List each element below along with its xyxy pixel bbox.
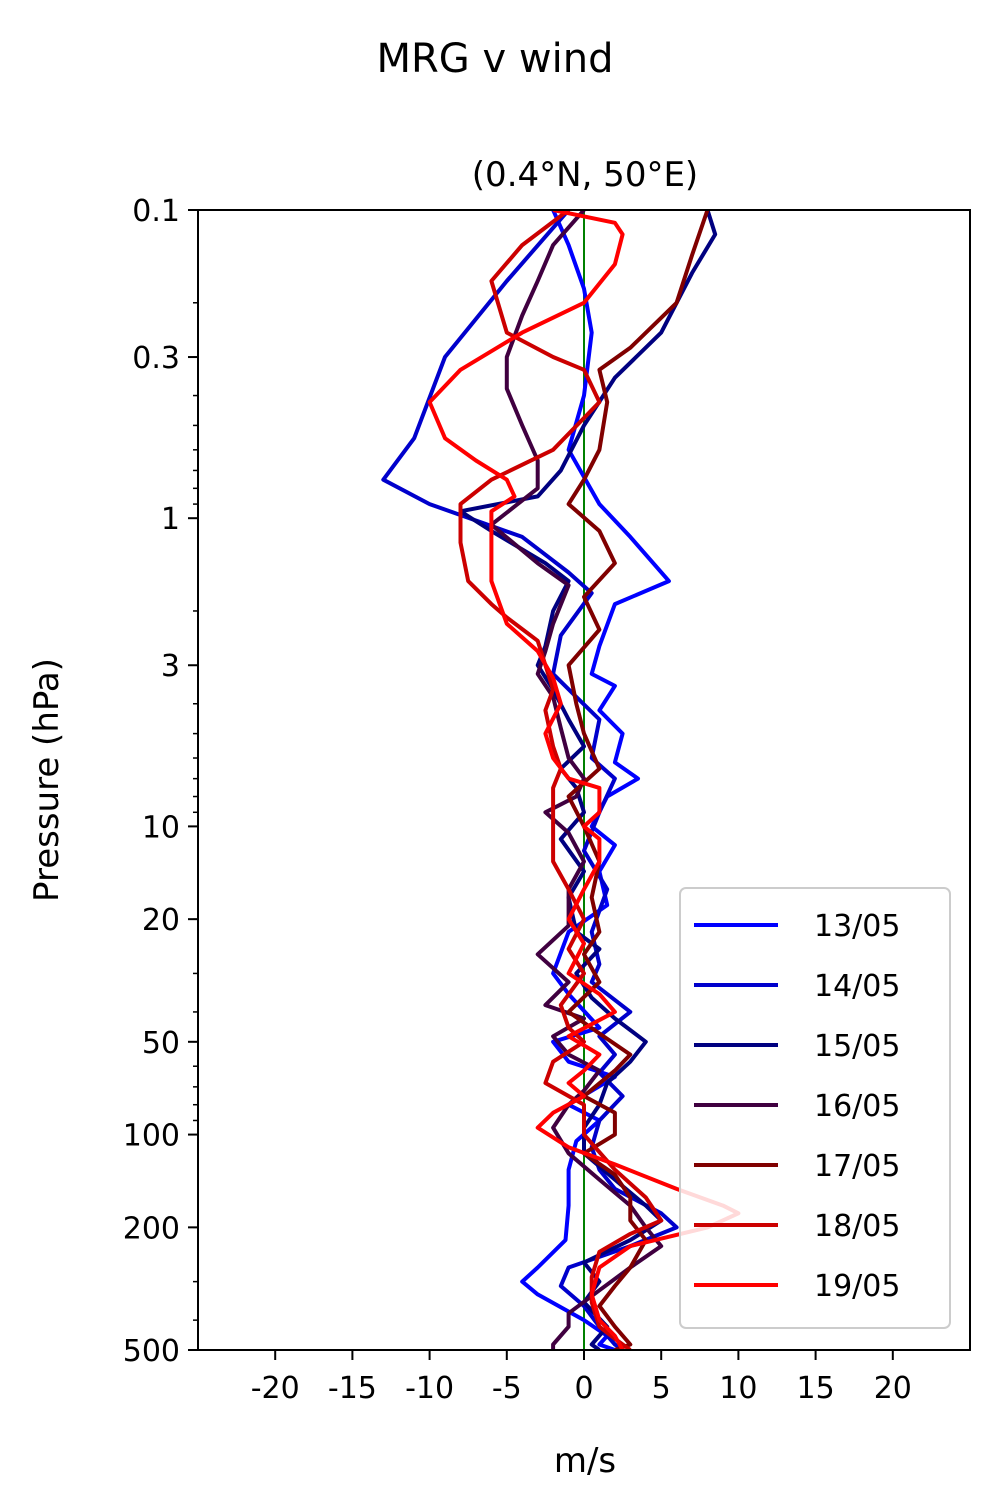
x-tick-label: -10 [405,1371,454,1406]
y-tick-label: 1 [161,502,180,537]
x-axis-label: m/s [554,1441,616,1481]
chart-suptitle: MRG v wind [377,36,614,82]
legend: 13/05 14/05 15/05 16/05 17/05 18/05 19/05 [679,887,951,1329]
legend-label: 13/05 [814,909,900,944]
x-tick-label: 10 [719,1371,757,1406]
y-tick-label: 50 [142,1026,180,1061]
y-tick-label: 10 [142,810,180,845]
legend-label: 14/05 [814,969,900,1004]
y-tick-label: 100 [123,1119,180,1154]
legend-label: 18/05 [814,1209,900,1244]
x-tick-label: 15 [797,1371,835,1406]
y-tick-label: 500 [123,1334,180,1369]
x-tick-label: 20 [874,1371,912,1406]
y-tick-label: 200 [123,1211,180,1246]
series-layer [381,210,741,1350]
x-tick-label: 5 [652,1371,671,1406]
y-axis-label: Pressure (hPa) [27,658,67,902]
axis-layer: -20 -15 -10 -5 0 5 10 15 20 0.1 0.3 1 3 10 20 50 100 200 5… [123,194,971,1406]
y-tick-label: 0.3 [132,341,180,376]
legend-label: 15/05 [814,1029,900,1064]
y-tick-label: 20 [142,903,180,938]
series-line-1 [520,210,671,1350]
y-tick-label: 3 [161,649,180,684]
x-tick-label: -15 [328,1371,377,1406]
y-tick-label: 0.1 [132,194,180,229]
legend-box [679,887,951,1329]
legend-label: 17/05 [814,1149,900,1184]
x-tick-label: -20 [251,1371,300,1406]
series-line-5 [566,210,710,1350]
series-line-4 [489,210,664,1350]
chart-title: (0.4°N, 50°E) [472,155,698,195]
x-tick-label: 0 [574,1371,593,1406]
series-line-6 [458,210,664,1350]
legend-label: 19/05 [814,1269,900,1304]
x-tick-label: -5 [492,1371,522,1406]
legend-label: 16/05 [814,1089,900,1124]
